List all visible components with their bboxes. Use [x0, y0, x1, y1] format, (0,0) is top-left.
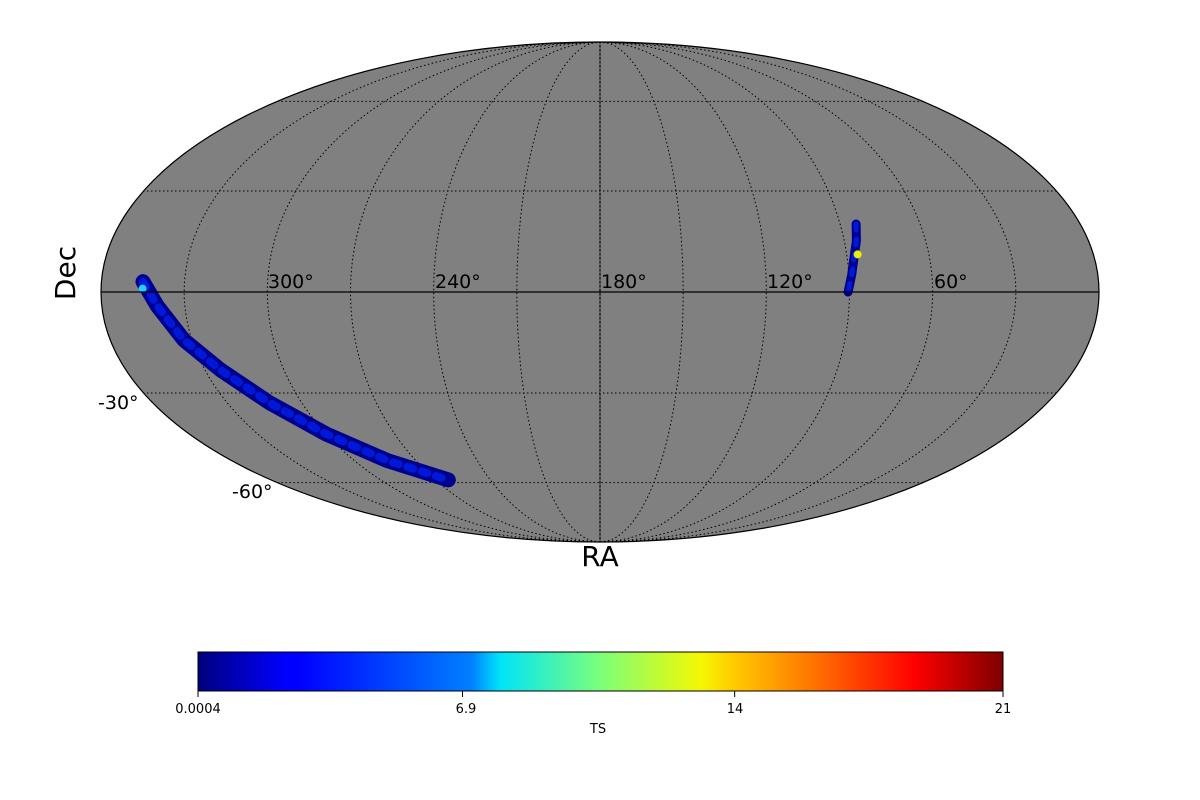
ts-regions — [135, 219, 862, 488]
dec-tick-label: -30° — [98, 392, 139, 414]
ts-region — [843, 219, 862, 297]
ra-tick-label: 180° — [601, 271, 647, 293]
ra-tick-label: 60° — [934, 271, 968, 293]
y-axis-title: Dec — [49, 246, 82, 300]
colorbar-tick-label: 0.0004 — [175, 702, 221, 717]
x-axis-title: RA — [581, 540, 618, 573]
ra-tick-label: 240° — [435, 271, 481, 293]
meridian-line — [599, 42, 1017, 542]
dec-tick-label: -60° — [232, 481, 273, 503]
ts-region — [135, 274, 456, 488]
region-peak — [853, 250, 862, 259]
map-border — [100, 41, 1100, 543]
colorbar-tick-label: 21 — [995, 702, 1012, 717]
colorbar-tick-label: 6.9 — [456, 702, 477, 717]
meridian-line — [433, 42, 601, 542]
meridian-line — [599, 42, 767, 542]
colorbar-gradient — [197, 651, 1004, 692]
colorbar: 0.0004 6.9 14 21 TS — [175, 651, 1012, 737]
ra-tick-label: 120° — [767, 271, 813, 293]
region-peak — [138, 284, 147, 293]
colorbar-label: TS — [589, 722, 606, 737]
region-mid-ts — [139, 277, 453, 484]
map-axes — [101, 42, 1099, 542]
ra-tick-label: 300° — [268, 271, 314, 293]
colorbar-tick-label: 14 — [727, 702, 744, 717]
region-mid-ts — [845, 221, 859, 295]
